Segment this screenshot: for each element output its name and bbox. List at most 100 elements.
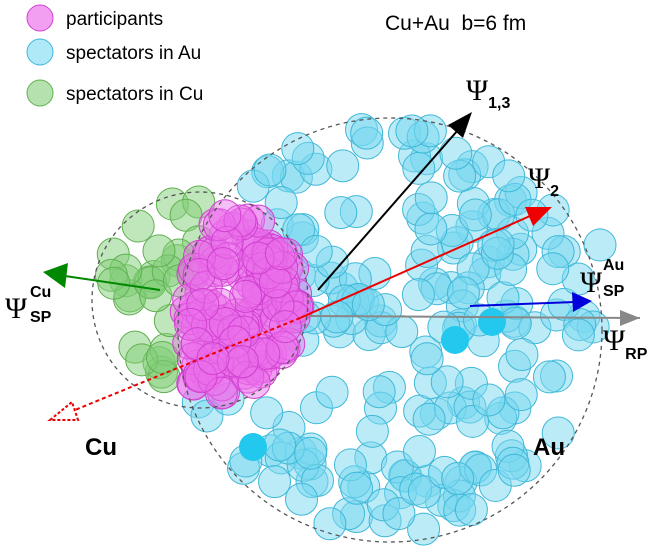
subscript: SP: [603, 283, 625, 300]
nucleon: [497, 453, 531, 487]
nucleon: [225, 345, 259, 379]
nucleon: [313, 507, 347, 541]
subscript: SP: [30, 309, 52, 326]
nucleon: [362, 375, 396, 409]
nucleon: [252, 236, 286, 270]
nucleon: [190, 309, 224, 343]
subscript: RP: [625, 346, 648, 363]
psi2-arrow: [299, 215, 531, 319]
nucleon: [142, 234, 176, 268]
nucleon: [253, 153, 287, 187]
nucleon: [410, 342, 444, 376]
nucleus-label: Cu: [85, 434, 117, 461]
nucleon: [204, 376, 238, 410]
subscript: 2: [550, 183, 559, 200]
nucleon: [206, 247, 240, 281]
arrowhead: [620, 310, 640, 326]
nucleon: [324, 196, 358, 230]
nucleon: [401, 278, 435, 312]
title: Cu+Au b=6 fm: [385, 12, 526, 35]
nucleon: [441, 462, 475, 496]
nucleon: [174, 307, 208, 341]
nucleon: [340, 471, 374, 505]
nucleon: [264, 237, 298, 271]
legend-swatch: [26, 4, 54, 32]
nucleon: [454, 493, 488, 527]
nucleon: [402, 151, 436, 185]
plane-label: Ψ Cu SP: [5, 284, 52, 326]
nucleon: [281, 132, 315, 166]
solid-nucleon: [239, 433, 267, 461]
legend-label: participants: [66, 9, 163, 30]
nucleon: [492, 159, 526, 193]
au-nucleus-outline: [177, 117, 603, 543]
nucleon: [184, 360, 218, 394]
nucleon: [227, 315, 261, 349]
nucleon: [414, 212, 448, 246]
nucleon: [203, 287, 237, 321]
legend-label: spectators in Cu: [66, 84, 203, 105]
nucleon: [121, 209, 155, 243]
symbol: Ψ: [580, 266, 603, 299]
nucleon: [263, 428, 297, 462]
cu-nucleus-outline: [91, 191, 309, 409]
nucleon: [402, 435, 436, 469]
nucleon: [208, 199, 242, 233]
nucleon: [251, 237, 285, 271]
nucleon: [198, 208, 232, 242]
nucleon: [186, 287, 220, 321]
plane-label: Ψ1,3: [466, 74, 510, 112]
arrowhead: [525, 207, 552, 226]
nucleon: [268, 310, 302, 344]
nucleon: [277, 300, 311, 334]
nucleon: [481, 227, 515, 261]
nucleon: [285, 482, 319, 516]
nucleon: [561, 318, 595, 352]
legend-swatch: [26, 79, 54, 107]
nucleon: [326, 149, 360, 183]
nucleon: [458, 198, 492, 232]
nucleon: [439, 136, 473, 170]
superscript: Cu: [30, 284, 51, 301]
psi13-arrow: [317, 129, 459, 291]
arrowhead: [572, 292, 592, 312]
legend-swatch: [26, 38, 54, 66]
nucleon: [472, 383, 506, 417]
nucleon: [414, 181, 448, 215]
arrowhead: [448, 112, 472, 138]
nucleon: [242, 204, 276, 238]
symbol: Ψ: [5, 292, 28, 325]
subscript: 1,3: [488, 95, 510, 112]
psi-sp-cu-arrow: [64, 275, 161, 291]
nucleon: [412, 402, 446, 436]
nucleon: [532, 360, 566, 394]
plane-label: Ψ2: [528, 162, 559, 200]
symbol: Ψ: [603, 324, 626, 357]
nucleon: [355, 414, 389, 448]
nucleon: [350, 116, 384, 150]
nucleon: [504, 378, 538, 412]
nucleons: [94, 113, 617, 546]
superscript: Au: [603, 257, 624, 274]
arrowhead: [43, 263, 68, 288]
nucleon: [299, 234, 333, 268]
nucleon: [536, 252, 570, 286]
nucleon: [208, 306, 242, 340]
symbol: Ψ: [466, 74, 489, 107]
plane-label: ΨAu SP: [580, 257, 625, 300]
nucleon: [541, 416, 575, 450]
nucleon: [210, 225, 244, 259]
psi-sp-au-arrow: [469, 301, 576, 307]
nucleon: [446, 276, 480, 310]
solid-nucleon: [441, 326, 469, 354]
nucleon: [272, 327, 306, 361]
nucleon: [266, 330, 300, 364]
nucleon: [265, 269, 299, 303]
nucleon: [261, 289, 295, 323]
nucleon: [258, 465, 292, 499]
nucleon: [229, 279, 263, 313]
nucleon: [250, 396, 284, 430]
nucleon: [258, 265, 292, 299]
